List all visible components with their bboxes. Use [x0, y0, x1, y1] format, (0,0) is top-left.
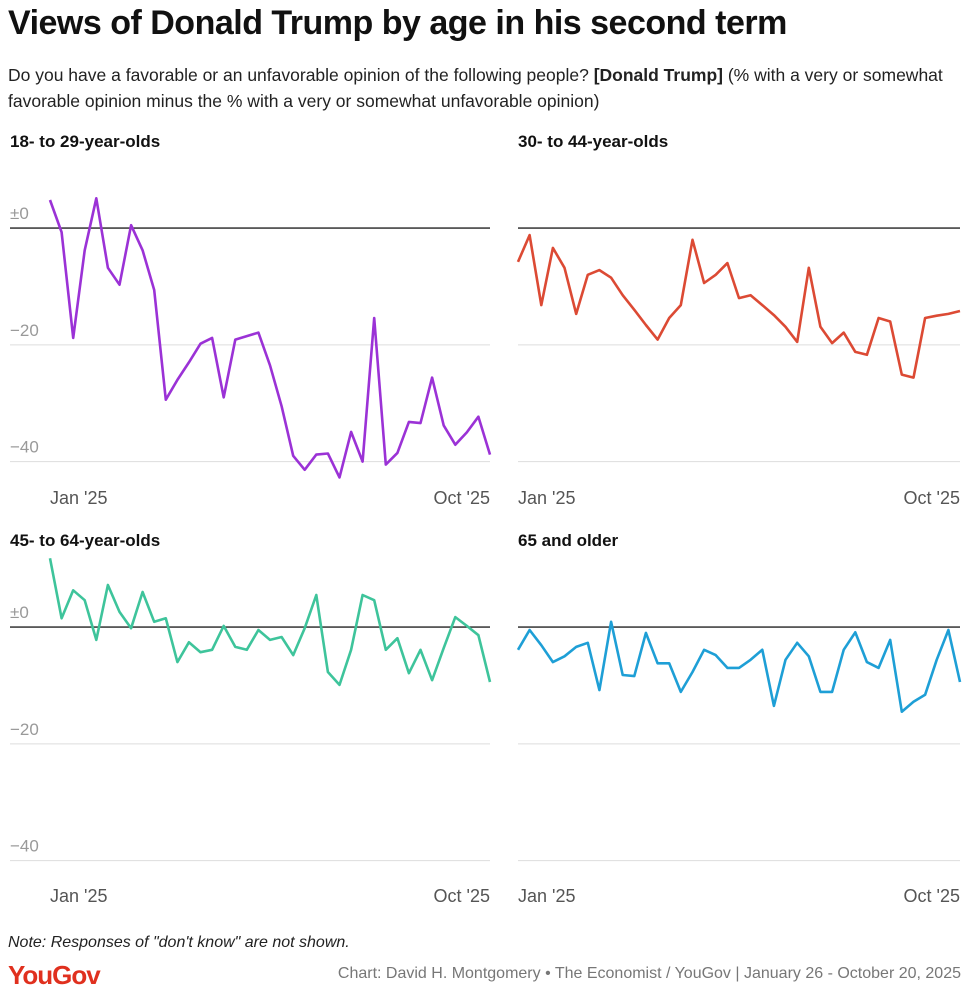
data-line — [516, 620, 962, 713]
y-tick-label: −20 — [10, 321, 39, 340]
x-tick-label: Jan '25 — [518, 488, 575, 508]
title: Views of Donald Trump by age in his seco… — [8, 4, 787, 42]
source: Chart: David H. Montgomery • The Economi… — [337, 965, 961, 982]
data-line — [516, 233, 961, 379]
x-tick-label: Jan '25 — [50, 488, 107, 508]
data-line — [48, 557, 492, 687]
subtitle: Do you have a favorable or an unfavorabl… — [8, 62, 963, 114]
x-tick-label: Oct '25 — [904, 488, 960, 508]
panel-title: 30- to 44-year-olds — [518, 132, 668, 151]
logo: YouGov — [8, 960, 101, 990]
panel-title: 65 and older — [518, 531, 619, 550]
x-tick-label: Oct '25 — [904, 886, 960, 906]
x-tick-label: Jan '25 — [50, 886, 107, 906]
subtitle-text: (% with a very or somewhat favorable opi… — [8, 65, 943, 111]
y-tick-label: −40 — [10, 438, 39, 457]
y-tick-label: −40 — [10, 837, 39, 856]
panel-title: 18- to 29-year-olds — [10, 132, 160, 151]
y-tick-label: −20 — [10, 720, 39, 739]
subtitle-text: Do you have a favorable or an unfavorabl… — [8, 65, 594, 85]
x-tick-label: Jan '25 — [518, 886, 575, 906]
y-tick-label: ±0 — [10, 603, 29, 622]
y-tick-label: ±0 — [10, 204, 29, 223]
x-tick-label: Oct '25 — [434, 886, 490, 906]
x-tick-label: Oct '25 — [434, 488, 490, 508]
charts: 18- to 29-year-olds ±0 −20 −40 Jan '25 Oct '2… — [10, 132, 962, 906]
subtitle-emphasis: [Donald Trump] — [593, 65, 723, 85]
data-line — [48, 197, 492, 479]
note: Note: Responses of "don't know" are not … — [8, 934, 350, 951]
panel-title: 45- to 64-year-olds — [10, 531, 160, 550]
